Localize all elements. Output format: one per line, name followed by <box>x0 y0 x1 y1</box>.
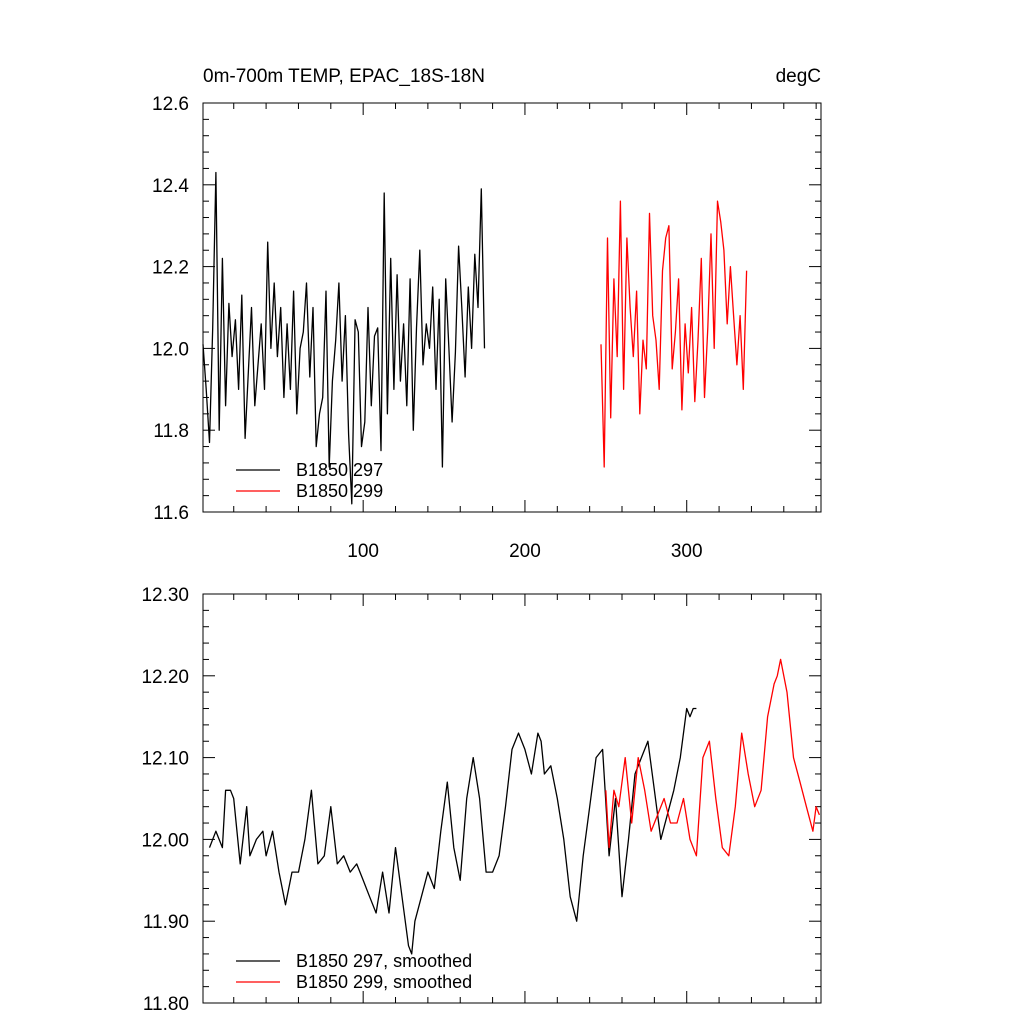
top-y-tick-label: 11.8 <box>153 421 189 442</box>
bottom-panel: 11.80 11.90 12.00 12.10 12.20 12.30 B1850 297… <box>141 585 822 1015</box>
chart-title: 0m-700m TEMP, EPAC_18S-18N <box>203 66 485 87</box>
top-axes-ticks: 11.6 11.8 12.0 12.2 12.4 12.6 100 200 300 <box>152 94 821 562</box>
top-y-tick-label: 12.2 <box>152 258 189 279</box>
legend-label-b1850-299: B1850 299 <box>296 481 383 501</box>
top-x-tick-label: 200 <box>509 541 541 562</box>
top-y-tick-label: 12.4 <box>152 176 189 197</box>
top-x-tick-label: 300 <box>671 541 703 562</box>
top-series-line-b1850-299 <box>600 200 748 468</box>
bottom-y-tick-label: 12.10 <box>141 749 189 770</box>
bottom-y-tick-label: 12.20 <box>141 667 189 688</box>
top-series-line-b1850-297 <box>202 171 486 505</box>
legend-label-b1850-297: B1850 297 <box>296 460 383 480</box>
bottom-y-tick-label: 11.90 <box>143 912 189 933</box>
top-panel: 0m-700m TEMP, EPAC_18S-18N degC 11.6 11.8… <box>152 66 822 562</box>
bottom-plot-frame <box>202 593 822 1004</box>
top-y-tick-label: 12.0 <box>152 339 189 360</box>
top-y-tick-label: 11.6 <box>153 503 189 524</box>
bottom-series-line-b1850-297 <box>208 707 697 955</box>
legend-label-b1850-299-smoothed: B1850 299, smoothed <box>296 972 472 992</box>
top-series-group <box>202 171 748 505</box>
bottom-series-group <box>208 658 821 955</box>
bottom-y-tick-label: 12.30 <box>141 585 189 606</box>
bottom-y-tick-label: 12.00 <box>141 830 189 851</box>
units-label: degC <box>776 66 821 87</box>
top-x-tick-label: 100 <box>347 541 379 562</box>
top-plot-frame <box>202 102 822 513</box>
bottom-legend: B1850 297, smoothed B1850 299, smoothed <box>236 951 472 992</box>
bottom-axes-ticks: 11.80 11.90 12.00 12.10 12.20 12.30 <box>141 585 821 1015</box>
bottom-series-line-b1850-299 <box>605 658 821 857</box>
top-legend: B1850 297 B1850 299 <box>236 460 383 501</box>
bottom-y-tick-label: 11.80 <box>143 994 189 1015</box>
legend-label-b1850-297-smoothed: B1850 297, smoothed <box>296 951 472 971</box>
top-y-tick-label: 12.6 <box>152 94 189 115</box>
